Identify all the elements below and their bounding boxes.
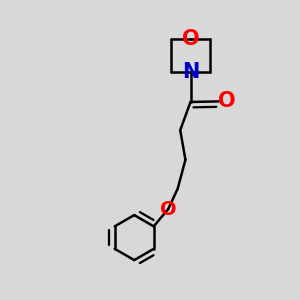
Text: O: O — [218, 92, 235, 111]
Text: N: N — [182, 62, 199, 82]
Text: O: O — [160, 200, 176, 219]
Text: O: O — [182, 29, 199, 49]
